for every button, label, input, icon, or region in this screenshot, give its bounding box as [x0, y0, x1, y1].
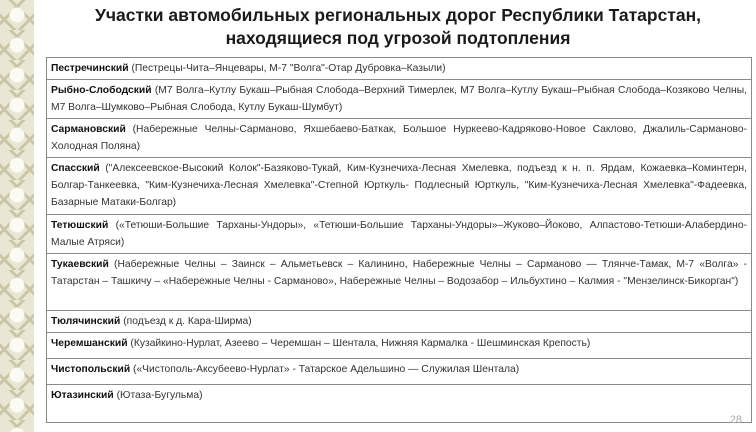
road-list: (Набережные Челны-Сарманово, Яхшебаево-Б… [51, 124, 747, 152]
slide-title: Участки автомобильных региональных дорог… [40, 4, 756, 50]
table-row: Тюлячинский (подъезд к д. Кара-Ширма) [46, 310, 752, 333]
table-cell: Черемшанский (Кузайкино-Нурлат, Азеево –… [46, 332, 752, 359]
table-row: Ютазинский (Ютаза-Бугульма) [46, 384, 752, 423]
district-name: Тетюшский [51, 220, 109, 231]
road-list: («Чистополь-Аксубеево-Нурлат» - Татарско… [133, 364, 520, 375]
table-cell: Спасский ("Алексеевское-Высокий Колок"-Б… [46, 157, 752, 215]
decorative-border [0, 0, 34, 432]
table-cell: Тетюшский («Тетюши-Большие Тарханы-Ундор… [46, 214, 752, 254]
district-name: Спасский [51, 163, 100, 174]
road-list: ("Алексеевское-Высокий Колок"-Базяково-Т… [51, 163, 747, 208]
table-row: Черемшанский (Кузайкино-Нурлат, Азеево –… [46, 332, 752, 359]
table-cell: Сармановский (Набережные Челны-Сарманово… [46, 118, 752, 158]
table-row: Тетюшский («Тетюши-Большие Тарханы-Ундор… [46, 214, 752, 254]
road-list: (Пестрецы-Чита–Янцевары, М-7 "Волга"-Ота… [131, 63, 446, 74]
page-number: 28 [729, 414, 742, 426]
district-name: Пестречинский [51, 63, 129, 74]
table-cell: Пестречинский (Пестрецы-Чита–Янцевары, М… [46, 57, 752, 80]
district-name: Ютазинский [51, 390, 114, 401]
road-list: (Набережные Челны – Заинск – Альметьевск… [51, 259, 747, 287]
road-list: («Тетюши-Большие Тарханы-Ундоры», «Тетюш… [51, 220, 747, 248]
table-row: Спасский ("Алексеевское-Высокий Колок"-Б… [46, 157, 752, 215]
road-list: (М7 Волга–Кутлу Букаш–Рыбная Слобода–Вер… [51, 85, 747, 113]
roads-table: Пестречинский (Пестрецы-Чита–Янцевары, М… [46, 57, 752, 423]
district-name: Черемшанский [51, 338, 128, 349]
district-name: Рыбно-Слободский [51, 85, 152, 96]
table-row: Рыбно-Слободский (М7 Волга–Кутлу Букаш–Р… [46, 79, 752, 119]
table-row: Тукаевский (Набережные Челны – Заинск – … [46, 253, 752, 311]
title-line-2: находящиеся под угрозой подтопления [225, 28, 571, 48]
table-cell: Тюлячинский (подъезд к д. Кара-Ширма) [46, 310, 752, 333]
table-row: Пестречинский (Пестрецы-Чита–Янцевары, М… [46, 57, 752, 80]
table-cell: Тукаевский (Набережные Челны – Заинск – … [46, 253, 752, 311]
table-cell: Чистопольский («Чистополь-Аксубеево-Нурл… [46, 358, 752, 385]
district-name: Тюлячинский [51, 316, 121, 327]
table-cell: Ютазинский (Ютаза-Бугульма) [46, 384, 752, 423]
title-line-1: Участки автомобильных региональных дорог… [94, 5, 702, 25]
district-name: Тукаевский [51, 259, 109, 270]
district-name: Чистопольский [51, 364, 131, 375]
table-cell: Рыбно-Слободский (М7 Волга–Кутлу Букаш–Р… [46, 79, 752, 119]
table-row: Сармановский (Набережные Челны-Сарманово… [46, 118, 752, 158]
road-list: (Ютаза-Бугульма) [116, 390, 203, 401]
district-name: Сармановский [51, 124, 126, 135]
road-list: (подъезд к д. Кара-Ширма) [123, 316, 252, 327]
table-row: Чистопольский («Чистополь-Аксубеево-Нурл… [46, 358, 752, 385]
road-list: (Кузайкино-Нурлат, Азеево – Черемшан – Ш… [130, 338, 591, 349]
